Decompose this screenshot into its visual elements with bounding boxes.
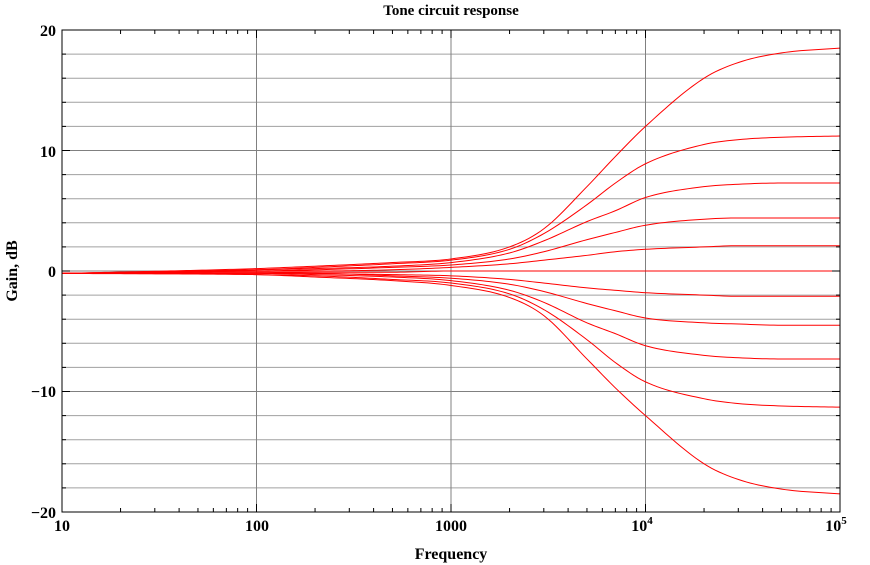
series-line-5 <box>61 245 840 274</box>
y-tick-label: 10 <box>40 144 56 161</box>
series-line-11 <box>61 272 841 495</box>
x-tick-label: 100 <box>245 518 269 535</box>
x-tick-label: 104 <box>631 515 653 535</box>
x-tick-label-base: 10 <box>825 518 841 535</box>
series-line-1 <box>61 47 841 274</box>
y-tick-label: 20 <box>40 23 56 40</box>
series-lines <box>61 47 841 495</box>
series-line-7 <box>61 271 840 297</box>
x-tick-label: 1000 <box>435 518 467 535</box>
x-tick-label-exponent: 4 <box>647 515 653 527</box>
y-tick-label: 0 <box>48 264 56 281</box>
x-tick-label-exponent: 5 <box>841 515 847 527</box>
x-tick-label-base: 10 <box>631 518 647 535</box>
y-tick-label: −10 <box>31 384 56 401</box>
chart-title: Tone circuit response <box>383 3 519 19</box>
x-tick-label: 10 <box>54 518 70 535</box>
x-axis-title: Frequency <box>415 546 488 563</box>
y-axis-title: Gain, dB <box>4 240 21 302</box>
x-tick-label: 105 <box>825 515 847 535</box>
y-tick-label: −20 <box>31 505 56 522</box>
axis-ticks <box>61 29 840 513</box>
